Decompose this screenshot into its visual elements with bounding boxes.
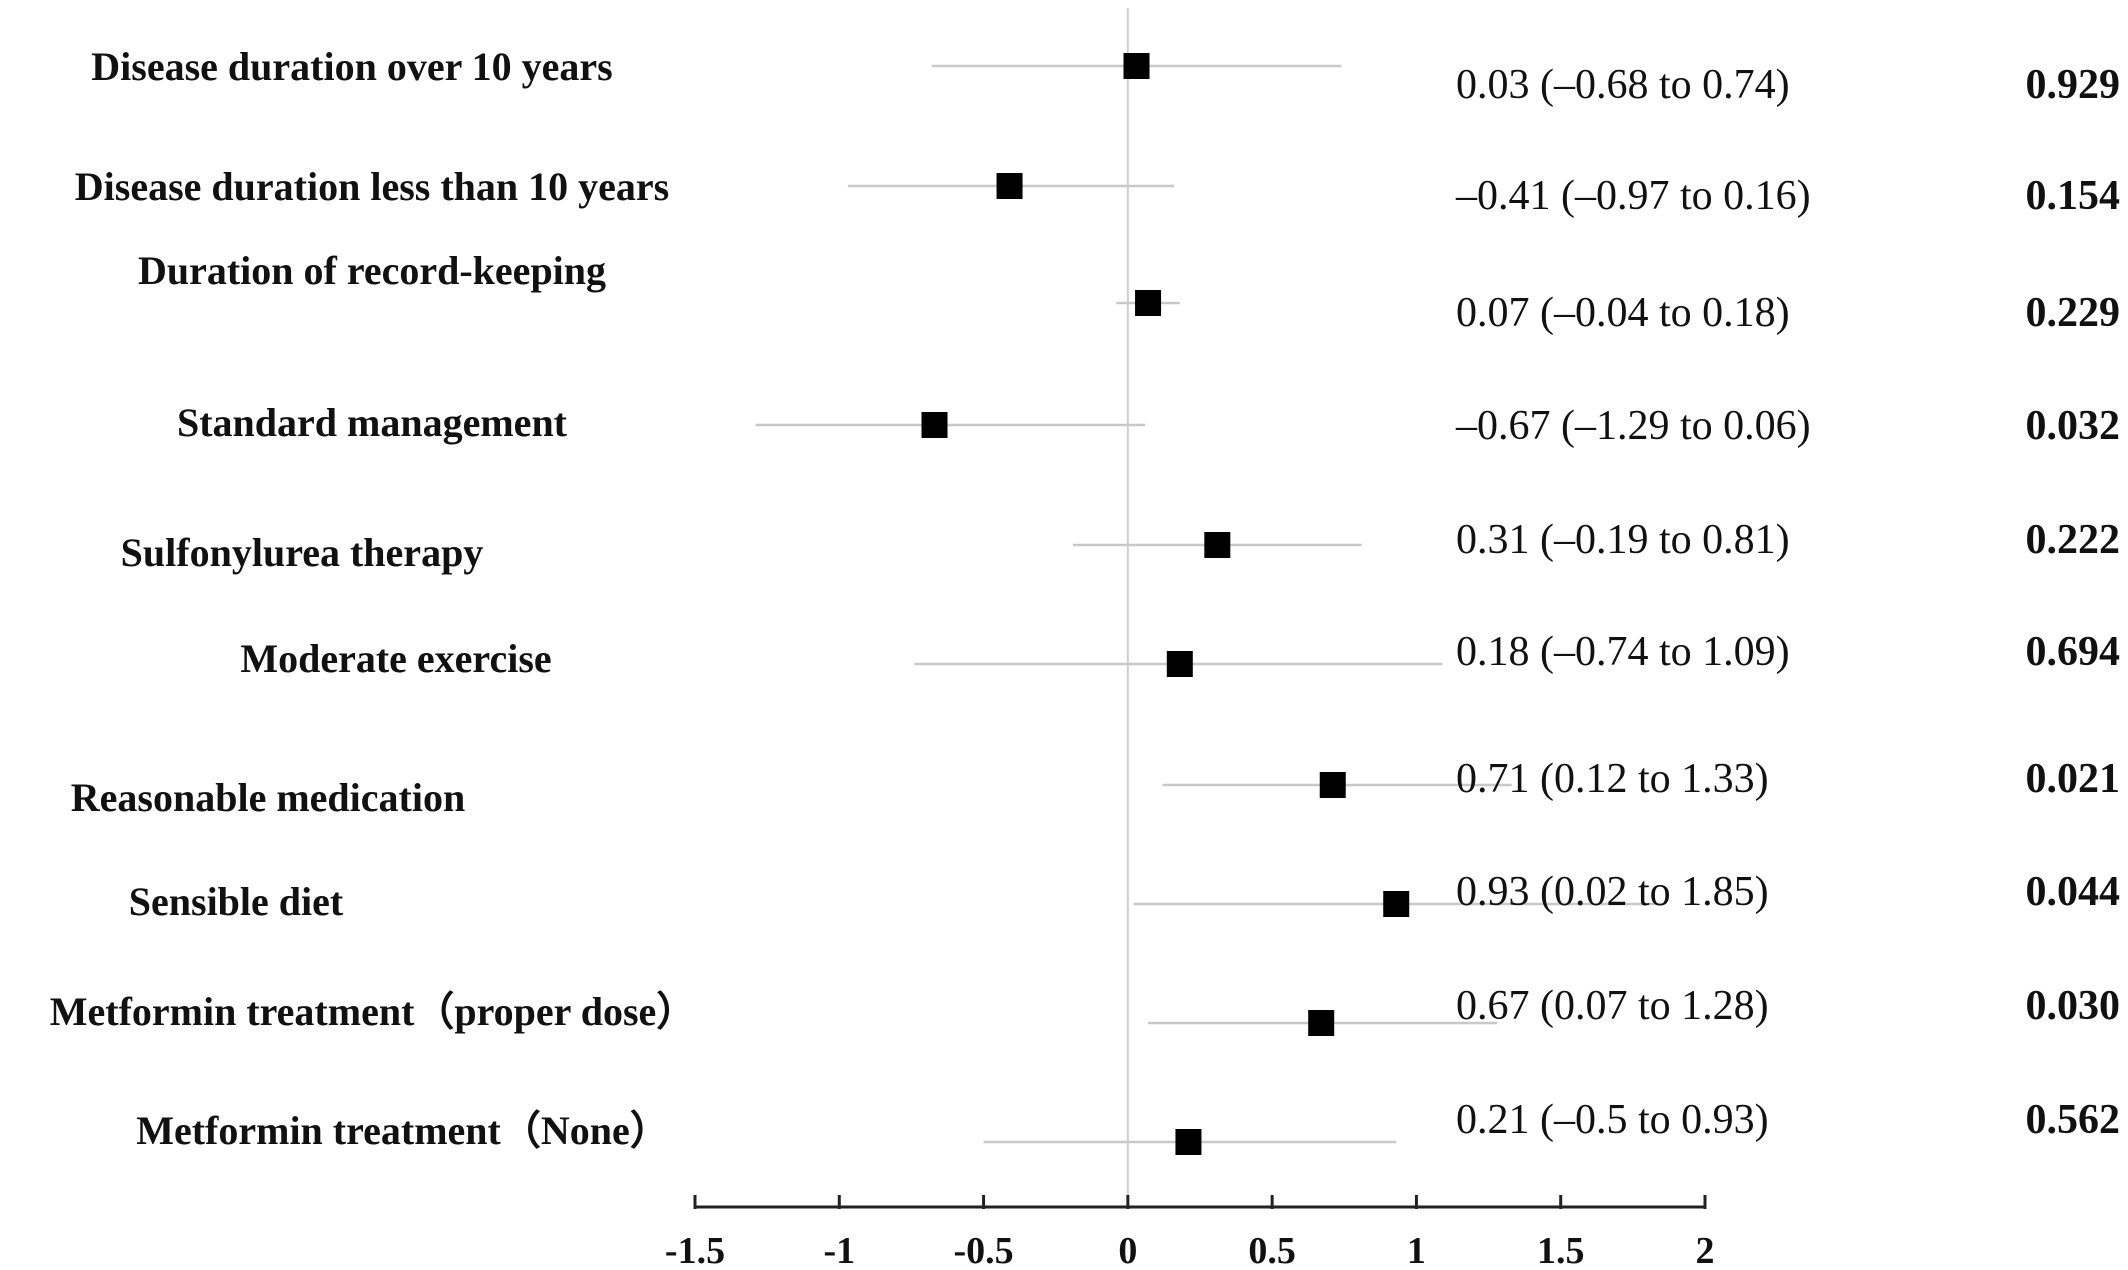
p-value-3: 0.229 [2026, 290, 2121, 336]
point-estimate-marker-1 [1123, 53, 1150, 79]
row-label-8: Sensible diet [129, 879, 344, 924]
row-label-2: Disease duration less than 10 years [75, 164, 669, 209]
ci-text-10: 0.21 (–0.5 to 0.93) [1456, 1097, 1769, 1143]
x-tick-label-7: 1.5 [1537, 1230, 1585, 1270]
ci-text-8: 0.93 (0.02 to 1.85) [1456, 869, 1769, 915]
p-value-4: 0.032 [2026, 403, 2121, 449]
ci-text-6: 0.18 (–0.74 to 1.09) [1456, 629, 1790, 675]
point-estimate-marker-2 [996, 173, 1023, 199]
x-tick-label-8: 2 [1696, 1230, 1715, 1270]
p-value-5: 0.222 [2026, 517, 2121, 563]
point-estimate-marker-9 [1308, 1010, 1335, 1036]
row-label-6: Moderate exercise [240, 636, 551, 681]
x-tick-label-1: -1.5 [665, 1230, 725, 1270]
p-value-7: 0.021 [2026, 756, 2121, 802]
p-value-2: 0.154 [2026, 173, 2121, 219]
row-label-4: Standard management [177, 400, 568, 445]
row-label-5: Sulfonylurea therapy [121, 530, 484, 575]
p-value-8: 0.044 [2026, 869, 2121, 915]
ci-text-2: –0.41 (–0.97 to 0.16) [1455, 173, 1811, 219]
ci-text-5: 0.31 (–0.19 to 0.81) [1456, 517, 1790, 563]
row-label-10: Metformin treatment（None） [136, 1108, 670, 1153]
p-value-9: 0.030 [2026, 983, 2121, 1029]
point-estimate-marker-10 [1175, 1129, 1202, 1155]
x-tick-label-3: -0.5 [953, 1230, 1013, 1270]
point-estimate-marker-4 [921, 412, 948, 438]
x-tick-label-5: 0.5 [1248, 1230, 1296, 1270]
row-label-3: Duration of record-keeping [138, 248, 606, 293]
point-estimate-marker-8 [1383, 891, 1410, 917]
x-tick-label-4: 0 [1118, 1230, 1137, 1270]
p-value-10: 0.562 [2026, 1097, 2121, 1143]
point-estimate-marker-3 [1135, 290, 1162, 316]
row-label-1: Disease duration over 10 years [91, 44, 612, 89]
x-tick-label-2: -1 [823, 1230, 855, 1270]
ci-text-9: 0.67 (0.07 to 1.28) [1456, 983, 1769, 1029]
row-label-7: Reasonable medication [71, 775, 465, 820]
p-value-1: 0.929 [2026, 62, 2121, 108]
x-tick-label-6: 1 [1407, 1230, 1426, 1270]
point-estimate-marker-5 [1204, 532, 1231, 558]
ci-text-7: 0.71 (0.12 to 1.33) [1456, 756, 1769, 802]
ci-text-1: 0.03 (–0.68 to 0.74) [1456, 62, 1790, 108]
ci-text-3: 0.07 (–0.04 to 0.18) [1456, 290, 1790, 336]
point-estimate-marker-7 [1319, 772, 1346, 798]
p-value-6: 0.694 [2026, 629, 2121, 675]
ci-text-4: –0.67 (–1.29 to 0.06) [1455, 403, 1811, 449]
point-estimate-marker-6 [1166, 651, 1193, 677]
row-label-9: Metformin treatment（proper dose） [50, 989, 697, 1034]
